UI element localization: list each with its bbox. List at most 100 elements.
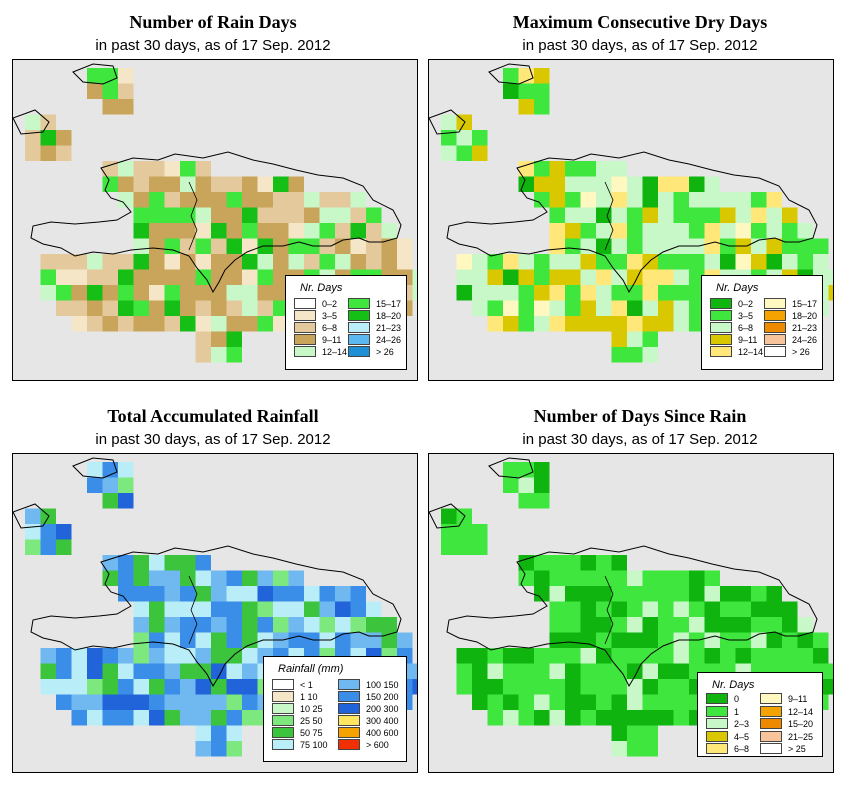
grid-cell (565, 254, 581, 270)
grid-cell (319, 601, 335, 617)
grid-cell (211, 679, 227, 695)
grid-cell (397, 254, 413, 270)
grid-cell (549, 555, 565, 571)
grid-cell (180, 316, 196, 332)
grid-cell (211, 285, 227, 301)
coastline (30, 151, 402, 294)
grid-cell (257, 223, 273, 239)
grid-cell (71, 663, 87, 679)
grid-cell (704, 223, 720, 239)
grid-cell (149, 555, 165, 571)
grid-cell (642, 694, 658, 710)
grid-cell (549, 679, 565, 695)
grid-cell (751, 192, 767, 208)
grid-cell (596, 207, 612, 223)
legend-label: 75 100 (300, 740, 328, 750)
grid-cell (288, 632, 304, 648)
grid-cell (242, 192, 258, 208)
grid-cell (518, 555, 534, 571)
grid-cell (689, 316, 705, 332)
grid-cell (611, 710, 627, 726)
grid-cell (180, 555, 196, 571)
grid-cell (164, 586, 180, 602)
grid-cell (534, 83, 550, 99)
grid-cell (149, 192, 165, 208)
grid-cell (242, 285, 258, 301)
panel-max-dry-days: Maximum Consecutive Dry Days in past 30 … (427, 0, 853, 390)
grid-cell (304, 617, 320, 633)
grid-cell (549, 192, 565, 208)
panel-subtitle: in past 30 days, as of 17 Sep. 2012 (522, 431, 758, 448)
grid-cell (226, 586, 242, 602)
grid-cell (673, 223, 689, 239)
legend-label: 10 25 (300, 704, 323, 714)
grid-cell (720, 648, 736, 664)
grid-cell (242, 632, 258, 648)
grid-cell (611, 347, 627, 363)
grid-cell (565, 238, 581, 254)
grid-cell (288, 254, 304, 270)
legend-label: 9–11 (738, 335, 758, 345)
grid-cell (549, 300, 565, 316)
coastline (488, 63, 534, 85)
grid-cell (133, 285, 149, 301)
grid-cell (288, 617, 304, 633)
grid-cell (288, 192, 304, 208)
legend-swatch (338, 715, 360, 726)
grid-cell (211, 710, 227, 726)
grid-cell (56, 679, 72, 695)
grid-cell (118, 710, 134, 726)
grid-cell (366, 238, 382, 254)
grid-cell (565, 316, 581, 332)
grid-cell (503, 694, 519, 710)
map-rain-days (12, 59, 418, 381)
grid-cell (273, 207, 289, 223)
legend-label: 1 (734, 706, 740, 717)
grid-cell (164, 192, 180, 208)
grid-cell (195, 300, 211, 316)
grid-cell (642, 617, 658, 633)
grid-cell (226, 238, 242, 254)
grid-cell (565, 710, 581, 726)
coastline (30, 545, 402, 688)
grid-cell (627, 316, 643, 332)
grid-cell (133, 238, 149, 254)
grid-cell (596, 254, 612, 270)
grid-cell (133, 679, 149, 695)
grid-cell (580, 694, 596, 710)
grid-cell (87, 269, 103, 285)
grid-cell (149, 694, 165, 710)
grid-cell (580, 632, 596, 648)
grid-cell (118, 300, 134, 316)
grid-cell (366, 207, 382, 223)
grid-cell (397, 238, 413, 254)
grid-cell (149, 663, 165, 679)
grid-cell (735, 223, 751, 239)
legend-swatch (710, 322, 732, 333)
grid-cell (658, 285, 674, 301)
grid-cell (335, 601, 351, 617)
grid-cell (149, 161, 165, 177)
grid-cell (611, 725, 627, 741)
grid-cell (149, 254, 165, 270)
grid-cell (565, 586, 581, 602)
grid-cell (87, 477, 103, 493)
grid-cell (534, 316, 550, 332)
grid-cell (180, 679, 196, 695)
grid-cell (766, 207, 782, 223)
grid-cell (596, 679, 612, 695)
grid-cell (133, 300, 149, 316)
grid-cell (195, 632, 211, 648)
grid-cell (596, 192, 612, 208)
grid-cell (195, 207, 211, 223)
grid-cell (456, 524, 472, 540)
grid-cell (133, 161, 149, 177)
grid-cell (195, 176, 211, 192)
grid-cell (211, 347, 227, 363)
grid-cell (627, 648, 643, 664)
grid-cell (102, 83, 118, 99)
grid-cell (211, 663, 227, 679)
legend-swatch (272, 715, 294, 726)
grid-cell (627, 192, 643, 208)
grid-cell (518, 570, 534, 586)
